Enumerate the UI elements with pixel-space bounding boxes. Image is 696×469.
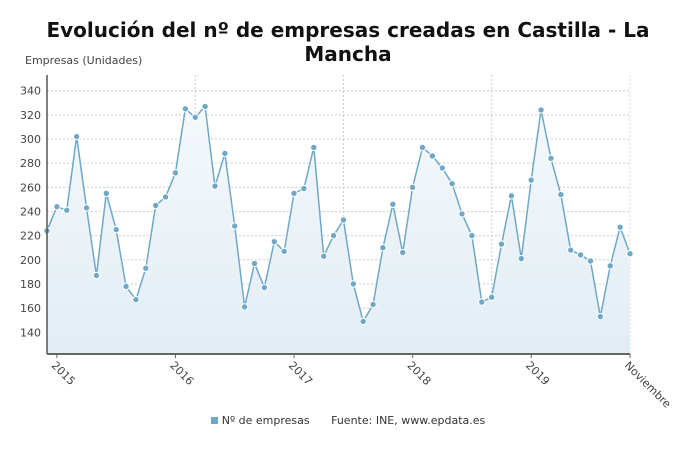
data-point [92, 271, 101, 280]
data-point [181, 105, 190, 113]
data-point [349, 280, 358, 288]
data-point [250, 259, 259, 268]
data-point [517, 254, 526, 263]
data-point [260, 283, 269, 292]
legend-label: Nº de empresas [221, 414, 310, 427]
data-point [487, 293, 496, 301]
data-point [359, 317, 367, 326]
data-point [576, 251, 585, 259]
data-point [418, 143, 427, 152]
data-point [142, 264, 150, 272]
data-point [82, 204, 91, 212]
data-point [379, 244, 387, 252]
data-point [626, 250, 634, 258]
data-point [161, 193, 170, 201]
y-tick-label: 180 [20, 278, 41, 291]
data-point [448, 180, 456, 188]
data-point [527, 176, 535, 184]
data-point [428, 152, 437, 160]
data-point [122, 282, 130, 291]
y-tick-label: 340 [20, 85, 41, 98]
data-point [458, 210, 466, 218]
y-tick-label: 220 [20, 230, 41, 243]
series-line [46, 104, 631, 324]
data-point [478, 298, 486, 306]
x-tick-label: 2019 [523, 359, 552, 388]
data-point [290, 189, 298, 198]
legend-swatch [210, 417, 218, 424]
data-point [339, 216, 348, 224]
y-tick-label: 140 [20, 326, 41, 339]
data-point [221, 149, 229, 158]
y-tick-label: 200 [20, 254, 41, 267]
y-tick-label: 320 [20, 109, 41, 122]
data-point [616, 223, 624, 231]
data-point [63, 206, 71, 214]
chart-title: Evolución del nº de empresas creadas en … [46, 18, 650, 66]
data-point [408, 183, 417, 192]
data-point [270, 237, 278, 246]
data-point [240, 303, 249, 311]
data-point [557, 190, 565, 199]
data-point [112, 225, 120, 234]
data-point [72, 132, 81, 141]
data-point [537, 106, 545, 114]
data-point [586, 257, 595, 265]
data-point [507, 192, 516, 200]
data-point [53, 202, 61, 211]
data-point [191, 113, 199, 121]
data-point [171, 169, 180, 177]
y-tick-label: 280 [20, 157, 41, 170]
data-point [319, 252, 328, 260]
data-point [567, 246, 575, 254]
data-point [300, 184, 308, 193]
data-point [389, 200, 397, 208]
data-point [596, 312, 605, 321]
data-point [606, 262, 614, 270]
data-point [547, 154, 555, 163]
y-tick-label: 240 [20, 205, 41, 218]
y-tick-label: 300 [20, 133, 41, 146]
data-point [231, 222, 239, 230]
data-point [201, 102, 209, 111]
x-tick-label: 2016 [167, 359, 196, 388]
x-tick-label: 2015 [49, 359, 78, 388]
legend: Nº de empresas Fuente: INE, www.epdata.e… [0, 414, 696, 427]
data-point [310, 143, 318, 152]
data-point [151, 201, 160, 210]
data-point [369, 300, 377, 309]
data-point [329, 231, 338, 240]
data-point [280, 247, 288, 256]
data-point [132, 295, 140, 304]
series-area [47, 106, 630, 355]
x-tick-label: 2017 [286, 359, 315, 388]
data-point [438, 164, 446, 172]
x-tick-label: 2018 [404, 359, 433, 388]
x-tick-label: Noviembre [622, 359, 674, 411]
source-label: Fuente: INE, www.epdata.es [331, 414, 486, 427]
data-point [399, 248, 407, 257]
data-point [468, 231, 476, 240]
data-point [102, 189, 110, 198]
y-tick-label: 160 [20, 302, 41, 315]
data-point [211, 182, 219, 190]
y-axis-label: Empresas (Unidades) [25, 54, 142, 67]
data-point [497, 240, 506, 248]
y-tick-label: 260 [20, 181, 41, 194]
